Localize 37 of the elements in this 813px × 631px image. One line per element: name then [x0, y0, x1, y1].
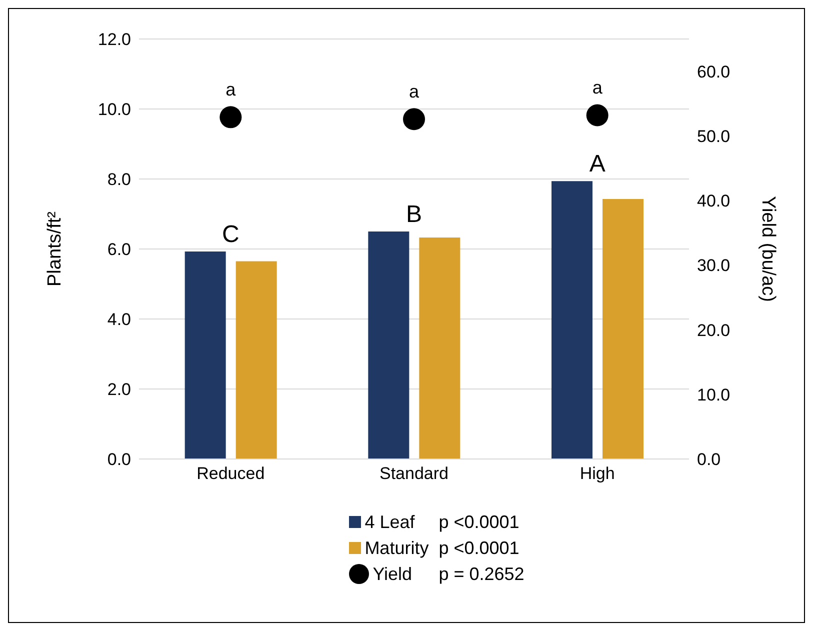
y2-tick-label: 30.0 — [697, 256, 730, 276]
y2-tick-label: 0.0 — [697, 450, 721, 470]
y-tick-label: 6.0 — [107, 240, 131, 260]
y2-tick-label: 50.0 — [697, 126, 730, 146]
text: p <0.0001 — [438, 536, 520, 560]
annotation: a — [408, 82, 420, 102]
y-tick-label: 0.0 — [107, 450, 131, 470]
bar — [236, 261, 277, 459]
bar — [602, 198, 644, 459]
x-tick-label: High — [580, 464, 615, 484]
y2-tick-label: 20.0 — [697, 320, 730, 340]
annotation: B — [406, 201, 422, 228]
y-axis-title: Plants/ft² — [44, 212, 66, 286]
y2-axis-title: Yield (bu/ac) — [757, 196, 778, 302]
annotation: A — [589, 150, 606, 178]
y2-tick-label: 60.0 — [697, 62, 730, 82]
x-tick-label: Reduced — [196, 464, 265, 484]
x-tick-label: Standard — [380, 464, 448, 484]
y-tick-label: 10.0 — [98, 100, 131, 120]
bar — [184, 251, 226, 459]
bar — [419, 237, 460, 459]
legend-label: Maturity — [364, 538, 429, 558]
text: p <0.0001 — [438, 510, 520, 534]
y-tick-label: 8.0 — [107, 170, 131, 190]
legend-label: 4 Leaf — [364, 512, 415, 532]
annotation: C — [222, 220, 240, 248]
annotation: a — [226, 80, 237, 100]
y-tick-label: 12.0 — [98, 30, 131, 50]
bar — [552, 181, 592, 459]
y-tick-label: 4.0 — [107, 310, 131, 330]
legend-label: Yield — [372, 564, 412, 584]
y-tick-label: 2.0 — [107, 380, 131, 400]
bar — [368, 232, 410, 459]
y2-tick-label: 10.0 — [697, 385, 730, 404]
annotation: a — [592, 78, 604, 98]
y2-tick-label: 40.0 — [697, 192, 730, 211]
text: p = 0.2652 — [438, 562, 524, 586]
